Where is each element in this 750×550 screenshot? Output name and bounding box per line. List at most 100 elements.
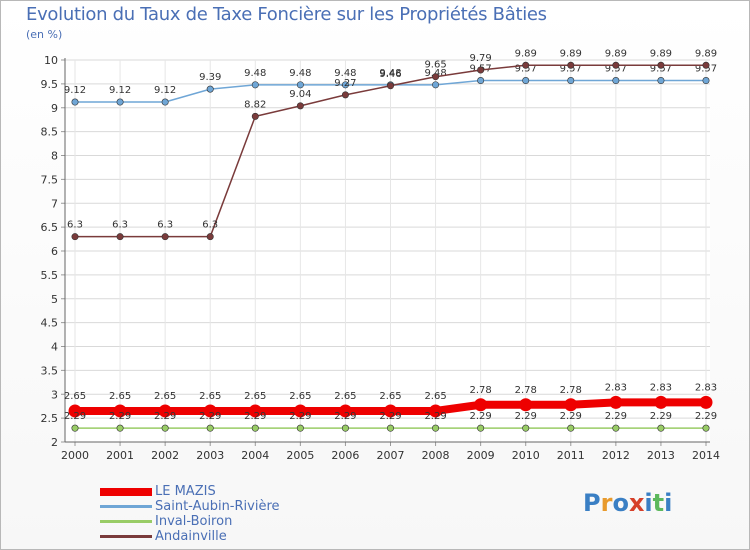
y-tick-label: 6 — [51, 245, 58, 258]
data-label: 9.57 — [605, 64, 627, 75]
data-label: 2.29 — [695, 411, 717, 422]
x-tick-label: 2010 — [512, 449, 540, 462]
data-point — [116, 424, 124, 432]
data-point — [248, 404, 262, 418]
legend-swatch — [100, 505, 152, 508]
x-tick-label: 2007 — [377, 449, 405, 462]
data-label: 2.29 — [244, 411, 266, 422]
logo-letter: t — [652, 489, 665, 517]
x-tick-label: 2009 — [467, 449, 495, 462]
data-point — [296, 424, 304, 432]
logo-letter: r — [600, 489, 613, 517]
data-label: 9.48 — [334, 68, 356, 79]
data-point — [474, 398, 488, 412]
data-point — [206, 424, 214, 432]
y-tick-label: 9 — [51, 102, 58, 115]
data-point — [612, 61, 620, 69]
series-le-mazis: 2.65 2.65 2.65 2.65 2.65 2.65 2.65 2.65 2.65 2.78… — [64, 382, 717, 418]
data-point — [702, 424, 710, 432]
data-point — [161, 424, 169, 432]
data-point — [206, 233, 214, 241]
chart-subtitle: (en %) — [26, 28, 63, 41]
data-label: 9.12 — [109, 85, 131, 96]
data-label: 2.83 — [650, 382, 672, 393]
data-label: 6.3 — [112, 220, 128, 231]
data-label: 9.46 — [379, 69, 401, 80]
data-label: 9.89 — [560, 48, 582, 59]
data-point — [293, 404, 307, 418]
legend-label: LE MAZIS — [155, 484, 216, 499]
y-tick-label: 7 — [51, 197, 58, 210]
x-tick-label: 2014 — [692, 449, 720, 462]
data-label: 2.65 — [424, 391, 446, 402]
data-point — [161, 98, 169, 106]
data-point — [612, 424, 620, 432]
data-label: 2.65 — [379, 391, 401, 402]
data-point — [429, 404, 443, 418]
data-point — [432, 73, 440, 81]
data-label: 9.48 — [379, 68, 401, 79]
data-label: 6.3 — [67, 220, 83, 231]
data-label: 9.39 — [199, 72, 221, 83]
data-label: 2.29 — [605, 411, 627, 422]
data-point — [251, 112, 259, 120]
y-tick-label: 8 — [51, 150, 58, 163]
legend-swatch — [100, 488, 152, 496]
data-label: 9.57 — [560, 64, 582, 75]
data-label: 2.29 — [109, 411, 131, 422]
series-andainville: 6.3 6.3 6.3 6.3 8.82 9.04 9.27 9.46 9.65 9.79 9.89… — [67, 48, 717, 241]
data-point — [251, 424, 259, 432]
data-point — [657, 424, 665, 432]
y-tick-label: 7.5 — [41, 173, 59, 186]
legend-label: Inval-Boiron — [155, 514, 233, 529]
data-label: 2.29 — [470, 411, 492, 422]
y-tick-label: 2.5 — [41, 412, 59, 425]
y-tick-label: 10 — [44, 54, 58, 67]
data-label: 2.65 — [289, 391, 311, 402]
x-tick-label: 2003 — [196, 449, 224, 462]
logo-letter: i — [644, 489, 653, 517]
data-point — [71, 98, 79, 106]
data-label: 9.65 — [424, 60, 446, 71]
data-point — [702, 77, 710, 85]
data-point — [522, 77, 530, 85]
data-point — [477, 424, 485, 432]
data-point — [609, 395, 623, 409]
data-label: 9.57 — [515, 64, 537, 75]
data-point — [68, 404, 82, 418]
data-label: 2.65 — [64, 391, 86, 402]
data-point — [432, 81, 440, 89]
data-point — [71, 424, 79, 432]
data-label: 2.29 — [199, 411, 221, 422]
data-label: 2.29 — [379, 411, 401, 422]
data-point — [296, 102, 304, 110]
data-label: 2.65 — [334, 391, 356, 402]
y-tick-label: 3.5 — [41, 364, 59, 377]
data-label: 9.89 — [695, 48, 717, 59]
data-point — [702, 61, 710, 69]
data-label: 2.78 — [515, 385, 537, 396]
data-point — [203, 404, 217, 418]
y-tick-label: 8.5 — [41, 126, 59, 139]
x-tick-label: 2002 — [151, 449, 179, 462]
data-label: 2.29 — [64, 411, 86, 422]
data-point — [113, 404, 127, 418]
data-label: 2.29 — [289, 411, 311, 422]
data-label: 9.12 — [64, 85, 86, 96]
x-tick-label: 2004 — [241, 449, 269, 462]
x-tick-label: 2012 — [602, 449, 630, 462]
data-point — [522, 424, 530, 432]
data-label: 2.29 — [334, 411, 356, 422]
x-tick-label: 2011 — [557, 449, 585, 462]
data-point — [567, 61, 575, 69]
data-label: 2.65 — [244, 391, 266, 402]
data-point — [564, 398, 578, 412]
data-label: 2.29 — [424, 411, 446, 422]
x-tick-label: 2008 — [422, 449, 450, 462]
data-point — [296, 81, 304, 89]
data-point — [251, 81, 259, 89]
x-tick-label: 2001 — [106, 449, 134, 462]
data-label: 2.65 — [199, 391, 221, 402]
data-point — [432, 424, 440, 432]
